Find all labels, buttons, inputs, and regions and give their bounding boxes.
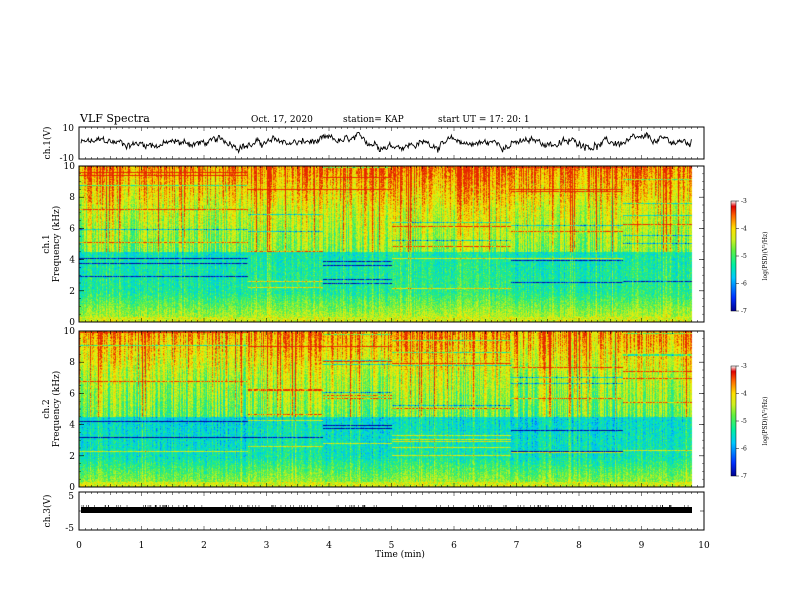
ch1-spec-yticks: 0 2 4 6 8 10 [64,162,704,328]
ch1-colorbar-label: log(PSD)(V²/Hz) [762,232,769,281]
x-tick-label: 0 [76,541,82,551]
colorbar-tick-label: -7 [741,473,747,480]
x-tick-label: 8 [576,541,582,551]
x-tick-label: 7 [514,541,520,551]
ch1-waveform-line [80,131,692,154]
ch1-colorbar: -3 -4 -5 -6 -7 log(PSD)(V²/Hz) [730,198,769,315]
time-axis-labels: 0 1 2 3 4 5 6 7 8 9 10 [76,541,710,551]
ch1-ytick-top: 10 [63,124,75,134]
figure-title: VLF Spectra [79,112,150,125]
x-tick-label: 2 [201,541,207,551]
start-time-label: start UT = 17: 20: 1 [438,115,530,125]
ch2-colorbar-label: log(PSD)(V²/Hz) [762,397,769,446]
ch1-spec-xticks [78,166,705,322]
y-tick-label: 10 [64,162,76,172]
y-tick-label: 4 [69,421,75,431]
x-tick-label: 6 [451,541,457,551]
y-tick-label: 10 [64,327,76,337]
x-tick-label: 4 [326,541,332,551]
ch2-spec-ylabel-1: ch.2 [42,399,52,418]
ch2-spec-ylabel-2: Frequency (kHz) [51,371,62,448]
y-tick-label: 0 [69,318,75,328]
colorbar-tick-label: -3 [741,363,747,370]
ch1-ytick-bottom: -10 [60,154,75,164]
y-tick-label: 0 [69,483,75,493]
station-label: station= KAP [343,115,404,125]
ch2-colorbar-bar [730,365,737,477]
x-tick-label: 3 [264,541,270,551]
spectrogram-raster [79,166,704,322]
ch3-ylabel: ch.3(V) [42,495,53,528]
colorbar-tick-label: -6 [741,446,747,453]
y-tick-label: 4 [69,256,75,266]
ch1-spec-ylabel-1: ch.1 [42,234,52,253]
ch3-ytick-bottom: -5 [65,524,74,534]
y-tick-label: 6 [69,389,75,399]
spectrogram-raster [79,331,704,487]
colorbar-tick-label: -3 [741,198,747,205]
ch2-spec-xticks [78,331,705,487]
ch3-waveform-band [81,507,692,513]
ch1-colorbar-ticks: -3 -4 -5 -6 -7 [736,198,747,315]
ch2-colorbar-ticks: -3 -4 -5 -6 -7 [736,363,747,480]
colorbar-tick-label: -4 [741,391,747,398]
colorbar-tick-label: -4 [741,226,747,233]
x-tick-label: 10 [698,541,710,551]
x-tick-label: 5 [389,541,395,551]
colorbar-tick-label: -6 [741,281,747,288]
ch1-spectrogram-image [79,166,704,322]
y-tick-label: 2 [69,452,75,462]
x-tick-label: 9 [639,541,645,551]
ch1-ylabel: ch.1(V) [42,127,53,160]
y-tick-label: 8 [69,193,75,203]
colorbar-tick-label: -7 [741,308,747,315]
date-label: Oct. 17, 2020 [251,115,313,125]
ch2-spectrogram-image [79,331,704,487]
ch2-spec-yticks: 0 2 4 6 8 10 [64,327,704,493]
ch2-colorbar: -3 -4 -5 -6 -7 log(PSD)(V²/Hz) [730,363,769,480]
colorbar-tick-label: -5 [741,418,747,425]
ch1-xticks [78,127,705,159]
ch1-spectrogram-panel: 0 2 4 6 8 10 ch.1 Frequency (kHz) [42,162,705,328]
x-tick-label: 1 [139,541,145,551]
ch3-waveform-panel: 5 -5 ch.3(V) 0 1 2 3 4 5 6 7 8 9 10 Time (min) [42,491,710,560]
y-tick-label: 6 [69,224,75,234]
y-tick-label: 8 [69,358,75,368]
ch1-waveform-panel: 10 -10 ch.1(V) [42,124,705,164]
colorbar-tick-label: -5 [741,253,747,260]
x-axis-label: Time (min) [375,549,425,560]
ch3-ytick-top: 5 [68,492,74,502]
ch3-xticks [78,492,705,530]
ch2-spectrogram-panel: 0 2 4 6 8 10 ch.2 Frequency (kHz) [42,327,705,493]
ch1-colorbar-bar [730,200,737,312]
y-tick-label: 2 [69,287,75,297]
ch1-spec-ylabel-2: Frequency (kHz) [51,206,62,283]
